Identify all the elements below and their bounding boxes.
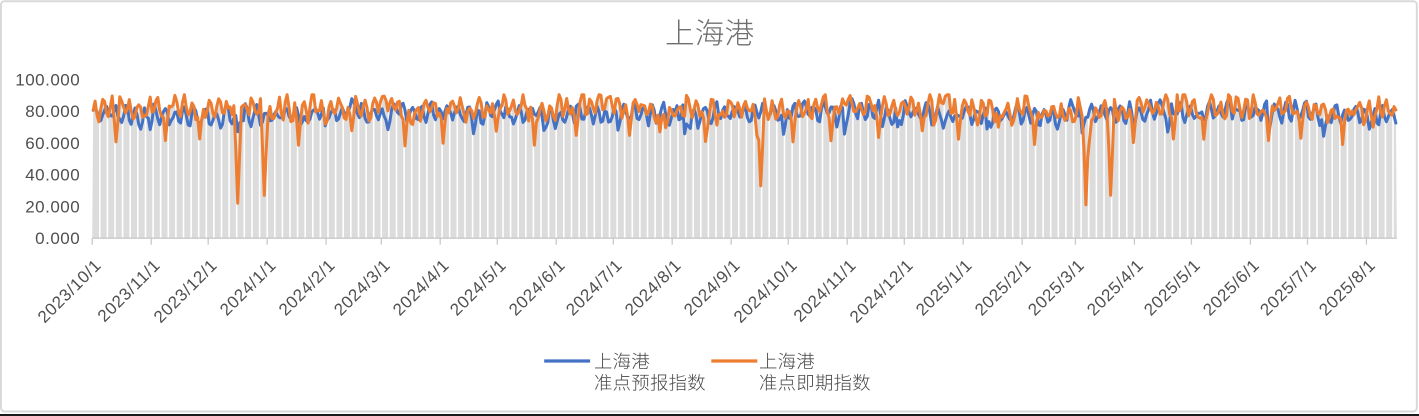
svg-text:40.000: 40.000: [25, 166, 80, 185]
svg-text:0.000: 0.000: [35, 229, 80, 248]
svg-text:100.000: 100.000: [15, 70, 80, 89]
svg-text:80.000: 80.000: [25, 102, 80, 121]
svg-text:20.000: 20.000: [25, 197, 80, 216]
svg-text:60.000: 60.000: [25, 134, 80, 153]
